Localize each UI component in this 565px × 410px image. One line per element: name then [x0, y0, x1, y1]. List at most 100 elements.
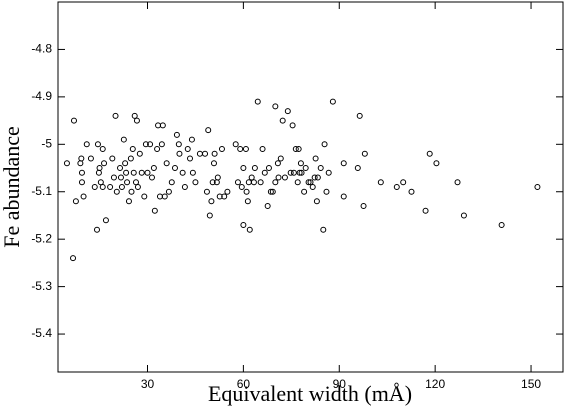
point: [214, 174, 221, 181]
y-tick-label: -4.9: [31, 89, 52, 103]
point: [80, 193, 87, 200]
point: [400, 179, 407, 186]
point: [269, 188, 276, 195]
point: [203, 188, 210, 195]
point: [240, 221, 247, 228]
point: [113, 188, 120, 195]
point: [360, 202, 367, 209]
point: [124, 179, 131, 186]
point: [234, 179, 241, 186]
x-tick-label: 30: [141, 377, 155, 391]
x-tick-label: 150: [521, 377, 541, 391]
y-axis-label: Fe abundance: [0, 126, 24, 248]
point: [78, 169, 85, 176]
point: [181, 184, 188, 190]
point: [296, 169, 303, 176]
y-tick-label: -5: [41, 136, 52, 150]
point: [257, 179, 264, 186]
point: [96, 165, 103, 172]
point: [224, 188, 231, 195]
point: [209, 179, 216, 186]
point: [155, 122, 162, 129]
point: [297, 160, 304, 167]
point: [184, 146, 191, 153]
point: [210, 160, 217, 167]
x-tick-label: 90: [333, 377, 347, 391]
point: [141, 193, 148, 200]
point: [112, 112, 119, 119]
point: [311, 174, 318, 181]
x-tick-label: 60: [237, 377, 251, 391]
point: [161, 193, 168, 200]
point: [150, 165, 157, 172]
point: [77, 160, 84, 167]
point: [298, 169, 305, 176]
point: [131, 112, 138, 119]
point: [151, 207, 158, 214]
point: [340, 160, 347, 167]
point: [454, 179, 461, 186]
point: [340, 193, 347, 200]
point: [534, 184, 541, 190]
point: [245, 179, 252, 186]
point: [267, 188, 274, 195]
point: [216, 193, 223, 200]
point: [243, 188, 250, 195]
point: [254, 98, 261, 105]
point: [70, 117, 77, 124]
point: [274, 160, 281, 167]
point: [163, 160, 170, 167]
x-tick-label: 120: [425, 377, 445, 391]
point: [305, 179, 312, 186]
point: [277, 155, 284, 162]
point: [354, 165, 361, 172]
point: [284, 108, 291, 115]
point: [156, 193, 163, 200]
point: [144, 169, 151, 176]
point: [251, 165, 258, 172]
y-tick-label: -4.8: [31, 42, 52, 56]
point: [196, 150, 203, 157]
point: [83, 141, 90, 148]
point: [175, 141, 182, 148]
point: [295, 146, 302, 153]
point: [120, 136, 127, 143]
point: [259, 146, 266, 153]
point: [171, 165, 178, 172]
point: [309, 184, 316, 190]
point: [70, 255, 77, 262]
point: [158, 141, 165, 148]
point: [63, 160, 70, 167]
point: [289, 122, 296, 129]
point: [93, 226, 100, 233]
point: [99, 146, 106, 153]
point: [275, 174, 282, 181]
point: [238, 184, 245, 190]
point: [307, 179, 314, 186]
point: [117, 174, 124, 181]
point: [133, 117, 140, 124]
point: [110, 174, 117, 181]
y-tick-label: -5.2: [31, 231, 52, 245]
point: [102, 217, 109, 224]
point: [159, 122, 166, 129]
y-tick-label: -5.4: [31, 326, 52, 340]
x-axis-label: Equivalent width (mÅ): [208, 381, 412, 406]
point: [292, 146, 299, 153]
point: [147, 141, 154, 148]
point: [122, 160, 129, 167]
point: [422, 207, 429, 214]
point: [154, 146, 161, 153]
point: [218, 146, 225, 153]
point: [320, 226, 327, 233]
point: [95, 169, 102, 176]
point: [173, 131, 180, 138]
point: [179, 169, 186, 176]
plot-frame: [57, 1, 564, 373]
point: [176, 150, 183, 157]
point: [312, 155, 319, 162]
point: [393, 184, 400, 190]
point: [313, 198, 320, 205]
point: [314, 174, 321, 181]
point: [109, 155, 116, 162]
